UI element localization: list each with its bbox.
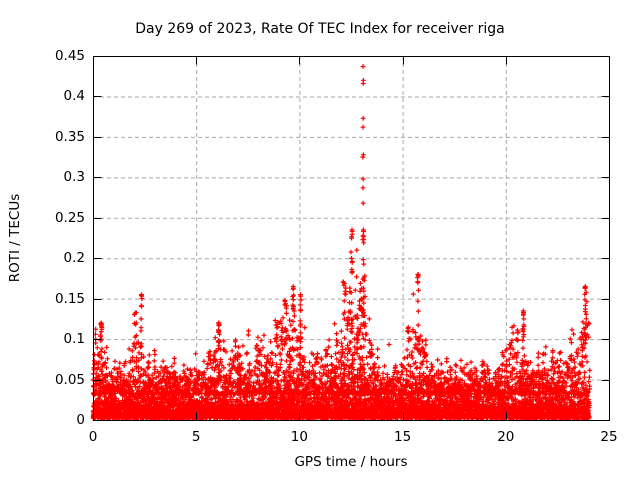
grid-lines xyxy=(93,56,609,420)
y-tick-label: 0.05 xyxy=(54,371,85,388)
x-tick-label: 5 xyxy=(191,429,201,445)
y-tick-label: 0.15 xyxy=(54,290,85,307)
x-tick-label: 10 xyxy=(290,429,308,445)
y-tick-label: 0.45 xyxy=(54,48,85,64)
x-axis-label: GPS time / hours xyxy=(294,454,408,470)
x-tick-label: 20 xyxy=(497,429,515,445)
x-tick-label: 0 xyxy=(88,429,98,445)
y-tick-label: 0.35 xyxy=(54,128,85,145)
data-points-roti xyxy=(90,64,593,421)
y-tick-label: 0.2 xyxy=(63,250,85,267)
y-tick-label: 0.1 xyxy=(63,331,85,348)
x-tick-label: 15 xyxy=(394,429,412,445)
y-tick-label: 0.3 xyxy=(63,169,85,186)
x-tick-label: 25 xyxy=(600,429,618,445)
plot-border xyxy=(93,56,610,421)
y-tick-label: 0.25 xyxy=(54,209,85,226)
chart-title: Day 269 of 2023, Rate Of TEC Index for r… xyxy=(135,21,505,37)
y-tick-label: 0 xyxy=(76,412,85,428)
y-tick-label: 0.4 xyxy=(63,88,85,105)
